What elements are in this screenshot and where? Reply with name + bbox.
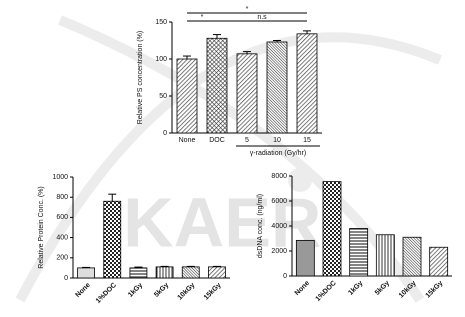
error-bar — [160, 265, 169, 267]
bar — [266, 41, 288, 134]
x-tick-label: None — [74, 282, 91, 299]
x-tick-label: DOC — [209, 137, 225, 144]
x-tick-label: 15kGy — [203, 282, 223, 302]
x-tick-label: 1kGy — [127, 282, 144, 299]
error-bar — [82, 266, 91, 268]
bar — [208, 266, 226, 279]
x-tick-label: 15kGy — [425, 280, 445, 300]
y-tick-label: 50 — [159, 93, 167, 100]
error-bar — [183, 55, 191, 59]
y-tick-label: 8000 — [271, 173, 287, 180]
y-tick-label: 150 — [155, 19, 167, 26]
bar — [103, 200, 122, 279]
bar — [206, 37, 228, 134]
y-tick-label: 600 — [56, 214, 68, 221]
x-tick-label: 15 — [303, 137, 311, 144]
y-axis-label: dsDNA conc. (ng/ml) — [257, 194, 264, 258]
error-bar — [212, 265, 221, 267]
significance-label: n.s — [257, 14, 267, 21]
x-tick-label: 10 — [273, 137, 281, 144]
error-bar — [213, 34, 221, 39]
x-tick-label: 5 — [245, 137, 249, 144]
significance-label: * — [201, 14, 204, 21]
bar — [402, 236, 422, 277]
x-axis-label: γ-radiation (Gy/hr) — [250, 150, 306, 157]
y-tick-label: 2000 — [271, 248, 287, 255]
x-tick-label: 10kGy — [177, 282, 197, 302]
x-tick-label: 5kGy — [374, 280, 391, 297]
bar — [155, 266, 174, 279]
error-bar — [273, 40, 281, 42]
x-tick-label: 1%DOC — [315, 280, 338, 303]
y-tick-label: 1000 — [52, 174, 68, 181]
x-tick-label: 1kGy — [347, 280, 364, 297]
error-bar — [134, 266, 143, 268]
x-tick-label: 5kGy — [153, 282, 170, 299]
y-axis-label: Relative PS concentration (%) — [137, 31, 144, 124]
bar — [236, 53, 258, 134]
error-bar — [243, 51, 251, 54]
bar — [296, 33, 318, 134]
x-tick-label: None — [179, 137, 196, 144]
bar — [349, 228, 369, 277]
y-tick-label: 0 — [283, 273, 287, 280]
y-tick-label: 0 — [64, 275, 68, 282]
bar — [176, 58, 198, 134]
bar — [77, 267, 95, 279]
y-tick-label: 6000 — [271, 198, 287, 205]
error-bar — [303, 30, 311, 34]
x-tick-label: None — [294, 280, 311, 297]
error-bar — [108, 193, 117, 202]
y-tick-label: 400 — [56, 234, 68, 241]
y-tick-label: 800 — [56, 194, 68, 201]
bar — [129, 267, 148, 279]
bar — [322, 181, 342, 277]
y-tick-label: 100 — [155, 56, 167, 63]
error-bar — [186, 265, 195, 267]
significance-label: * — [246, 6, 249, 13]
y-tick-label: 4000 — [271, 223, 287, 230]
bar — [181, 266, 200, 279]
bar — [429, 246, 449, 277]
y-tick-label: 200 — [56, 255, 68, 262]
y-axis-label: Relative Protein Conc. (%) — [38, 186, 45, 268]
bar — [295, 239, 315, 277]
y-tick-label: 0 — [163, 130, 167, 137]
bar — [375, 234, 395, 277]
x-tick-label: 1%DOC — [95, 282, 118, 305]
